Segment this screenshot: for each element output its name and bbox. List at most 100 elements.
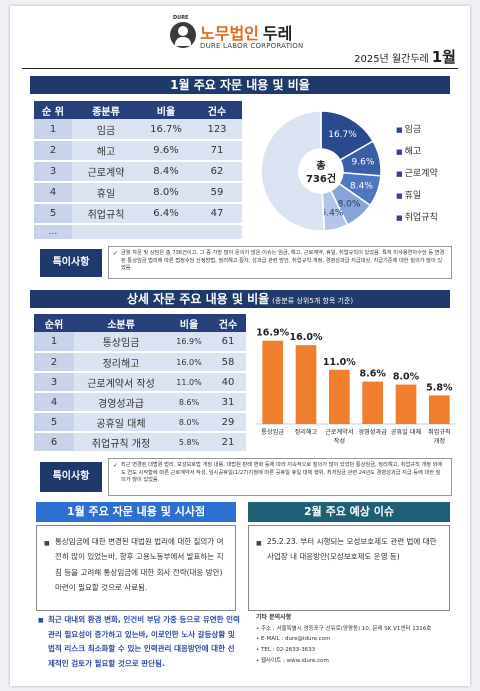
contact-email[interactable]: • E-MAIL : dure@idure.com bbox=[256, 636, 331, 643]
section3-right-box: ■ 25.2.23. 부터 시행되는 모성보호제도 관련 법에 대한 사업장 내… bbox=[248, 525, 450, 611]
table-cell: 9.6% bbox=[140, 140, 192, 162]
pie-center bbox=[299, 149, 343, 193]
table-cell: 21 bbox=[210, 432, 246, 453]
table-row: 1 통상임금 16.9% 61 bbox=[34, 332, 246, 353]
table-header-row: 순 위 종분류 비율 건수 bbox=[34, 101, 242, 119]
contact-info: 기타 문의사항 • 주소 : 서울특별시 영등포구 선유로(양평동) 10, 문… bbox=[256, 612, 456, 667]
table-cell: 59 bbox=[192, 182, 242, 204]
table-cell: 62 bbox=[192, 161, 242, 183]
contact-tel: • TEL : 02-2633-3633 bbox=[256, 647, 316, 654]
col-header: 소분류 bbox=[74, 314, 168, 332]
table-cell: 1 bbox=[34, 119, 72, 141]
section3-left-title: 1월 주요 자문 내용 및 시사점 bbox=[36, 502, 236, 522]
col-header: 건수 bbox=[192, 101, 242, 119]
bar-category-label: 통상임금 bbox=[261, 428, 284, 436]
table-cell: 6.4% bbox=[140, 203, 192, 225]
table-cell: 1 bbox=[34, 332, 74, 353]
legend-item: 취업규칙 bbox=[396, 210, 438, 232]
logo-emblem-icon bbox=[170, 22, 196, 48]
section3-left-box: ■ 통상임금에 대한 변경된 대법원 법리에 대한 질의가 여전히 많이 있었는… bbox=[36, 525, 236, 611]
logo-main-text: 노무법인 bbox=[200, 24, 259, 43]
table-cell: 40 bbox=[210, 372, 246, 393]
table-cell: 취업규칙 bbox=[72, 203, 140, 225]
bar-value-label: 16.0% bbox=[290, 332, 323, 343]
bar bbox=[329, 369, 350, 424]
contact-heading: 기타 문의사항 bbox=[256, 614, 292, 621]
company-logo: DURE 노무법인 두레 DURE LABOR CORPORATION bbox=[170, 15, 330, 60]
pie-center-label: 총 bbox=[316, 159, 325, 172]
table-cell: 8.0% bbox=[168, 412, 210, 433]
section3-notes-text: 최근 대내외 환경 변화, 인건비 부담 가중 등으로 유연한 인력관리 필요성… bbox=[48, 615, 240, 668]
bullet-icon: ■ bbox=[256, 540, 262, 547]
section1-title: 1월 주요 자문 내용 및 비율 bbox=[30, 76, 450, 94]
table-cell bbox=[72, 224, 140, 241]
col-header: 건수 bbox=[210, 314, 246, 332]
table-cell: 해고 bbox=[72, 140, 140, 162]
table-cell: 2 bbox=[34, 140, 72, 162]
pie-legend: 임금해고근로계약휴일취업규칙 bbox=[396, 122, 438, 232]
table-cell: 8.0% bbox=[140, 182, 192, 204]
bar-value-label: 8.0% bbox=[393, 372, 420, 383]
table-cell: 31 bbox=[210, 392, 246, 413]
table-cell: 근로계약서 작성 bbox=[74, 372, 168, 393]
section2-title-text: 상세 자문 주요 내용 및 비율 bbox=[126, 292, 270, 306]
pie-slice-label: 8.4% bbox=[350, 182, 373, 192]
section3-notes: ■ 최근 대내외 환경 변화, 인건비 부담 가중 등으로 유연한 인력관리 필… bbox=[38, 613, 240, 672]
bullet-icon: ■ bbox=[44, 540, 50, 547]
table-row: 3 근로계약서 작성 11.0% 40 bbox=[34, 372, 246, 393]
section2-special-text: 최근 변경된 대법원 법리, 모성보호법 개정 내용, 대법원 판례 변화 등에… bbox=[108, 458, 452, 496]
table-row: 4 휴일 8.0% 59 bbox=[34, 182, 242, 204]
table-cell bbox=[192, 224, 242, 241]
table-cell: 58 bbox=[210, 352, 246, 373]
table-cell: ... bbox=[34, 224, 72, 241]
table-cell: 16.0% bbox=[168, 352, 210, 373]
issue-month: 1월 bbox=[431, 48, 456, 66]
table-row: 5 공휴일 대체 8.0% 29 bbox=[34, 412, 246, 433]
bar-category-label: 경영성과급 bbox=[358, 428, 387, 436]
table-cell: 4 bbox=[34, 392, 74, 413]
table-cell: 29 bbox=[210, 412, 246, 433]
bar bbox=[295, 345, 317, 424]
table-cell bbox=[140, 224, 192, 241]
pie-slice-label: 8.0% bbox=[338, 200, 361, 210]
table-cell: 휴일 bbox=[72, 182, 140, 204]
col-header: 비율 bbox=[140, 101, 192, 119]
table-cell: 4 bbox=[34, 182, 72, 204]
pie-slice-label: 6.4% bbox=[321, 209, 344, 219]
section2-special-label: 특이사항 bbox=[40, 462, 102, 492]
logo-name: 두레 bbox=[262, 24, 293, 43]
issue-prefix: 2025년 월간두레 bbox=[354, 54, 429, 65]
table-cell: 8.4% bbox=[140, 161, 192, 183]
col-header: 순 위 bbox=[34, 101, 72, 119]
section2-title: 상세 자문 주요 내용 및 비율 (종분류 상위5개 항목 기준) bbox=[30, 290, 450, 308]
table-row: 5 취업규칙 6.4% 47 bbox=[34, 203, 242, 225]
table-header-row: 순위 소분류 비율 건수 bbox=[34, 314, 246, 332]
table-cell: 5 bbox=[34, 412, 74, 433]
table-cell: 근로계약 bbox=[72, 161, 140, 183]
col-header: 종분류 bbox=[72, 101, 140, 119]
table-cell: 3 bbox=[34, 372, 74, 393]
table-row: 2 정리해고 16.0% 58 bbox=[34, 352, 246, 373]
logo-main: 노무법인 두레 bbox=[200, 20, 292, 44]
col-header: 비율 bbox=[168, 314, 210, 332]
issue-label: 2025년 월간두레 1월 bbox=[354, 46, 456, 67]
bar bbox=[262, 340, 283, 424]
section1-special-label: 특이사항 bbox=[40, 249, 102, 277]
bar-category-label: 작성 bbox=[334, 437, 345, 445]
section3-left-text: 통상임금에 대한 변경된 대법원 법리에 대한 질의가 여전히 많이 있었는바,… bbox=[55, 537, 224, 593]
table-cell: 11.0% bbox=[168, 372, 210, 393]
table-row: 2 해고 9.6% 71 bbox=[34, 140, 242, 162]
legend-item: 휴일 bbox=[396, 188, 438, 210]
bar-value-label: 8.6% bbox=[359, 369, 386, 380]
bar-value-label: 16.9% bbox=[256, 328, 289, 339]
table-cell: 3 bbox=[34, 161, 72, 183]
bar bbox=[395, 384, 417, 424]
newsletter-page: DURE 노무법인 두레 DURE LABOR CORPORATION 2025년… bbox=[10, 6, 470, 686]
pie-slice-label: 9.6% bbox=[352, 158, 375, 168]
table-cell: 123 bbox=[192, 119, 242, 141]
logo-subtitle: DURE LABOR CORPORATION bbox=[200, 42, 304, 50]
table-cell: 경영성과급 bbox=[74, 392, 168, 413]
contact-web[interactable]: • 웹사이트 : www.idure.com bbox=[256, 657, 329, 664]
